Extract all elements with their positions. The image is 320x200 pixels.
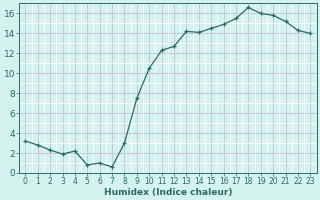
X-axis label: Humidex (Indice chaleur): Humidex (Indice chaleur) (104, 188, 232, 197)
